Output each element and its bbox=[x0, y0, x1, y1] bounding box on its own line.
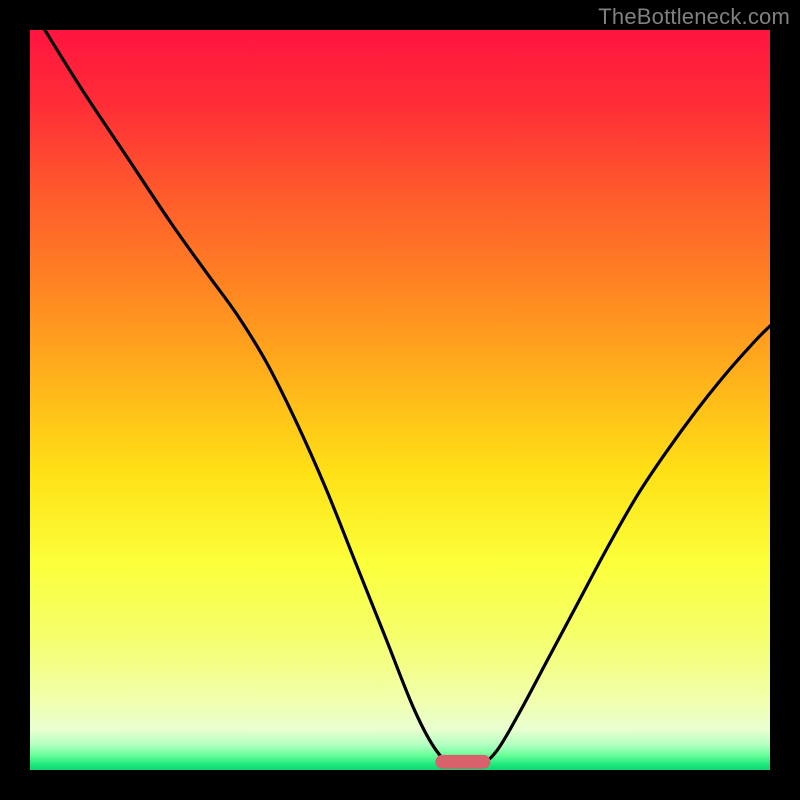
valley-marker bbox=[435, 755, 490, 769]
plot-background bbox=[30, 30, 770, 770]
chart-stage: TheBottleneck.com bbox=[0, 0, 800, 800]
bottleneck-chart bbox=[0, 0, 800, 800]
watermark-text: TheBottleneck.com bbox=[598, 4, 790, 30]
